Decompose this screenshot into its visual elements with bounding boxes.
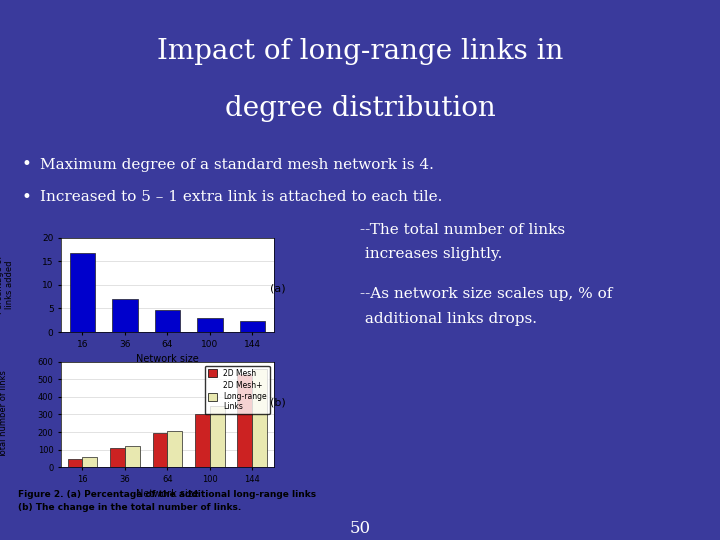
Bar [240,321,265,332]
Text: Impact of long-range links in: Impact of long-range links in [157,38,563,65]
Text: Maximum degree of a standard mesh network is 4.: Maximum degree of a standard mesh networ… [40,158,433,172]
Text: --As network size scales up, % of: --As network size scales up, % of [360,287,613,301]
Bar [238,374,253,467]
Bar [112,299,138,332]
X-axis label: Network size: Network size [136,354,199,364]
Text: Increased to 5 – 1 extra link is attached to each tile.: Increased to 5 – 1 extra link is attache… [40,190,442,204]
Bar [83,457,97,467]
Text: (a): (a) [270,284,286,294]
Legend: 2D Mesh, 2D Mesh+
Long-range
Links: 2D Mesh, 2D Mesh+ Long-range Links [204,366,270,414]
Text: --The total number of links: --The total number of links [360,222,565,237]
Text: •: • [22,188,32,206]
Bar [110,448,125,467]
Bar [125,446,140,467]
Text: additional links drops.: additional links drops. [360,312,537,326]
Text: Figure 2. (a) Percentage of the additional long-range links: Figure 2. (a) Percentage of the addition… [18,490,316,498]
Bar [153,434,168,467]
X-axis label: Network size: Network size [136,489,199,500]
Bar [253,369,267,467]
Bar [210,406,225,467]
Text: (b) The change in the total number of links.: (b) The change in the total number of li… [18,503,241,512]
Bar [70,253,95,332]
Text: •: • [22,156,32,173]
Bar [195,415,210,467]
Text: degree distribution: degree distribution [225,94,495,122]
Y-axis label: Percentage of
links added: Percentage of links added [0,255,14,314]
Text: 50: 50 [349,519,371,537]
Text: increases slightly.: increases slightly. [360,247,503,261]
Bar [155,310,180,332]
Y-axis label: Total number of links: Total number of links [0,370,8,458]
Text: (b): (b) [270,397,286,407]
Bar [197,318,222,332]
Bar [68,458,82,467]
Bar [168,430,182,467]
